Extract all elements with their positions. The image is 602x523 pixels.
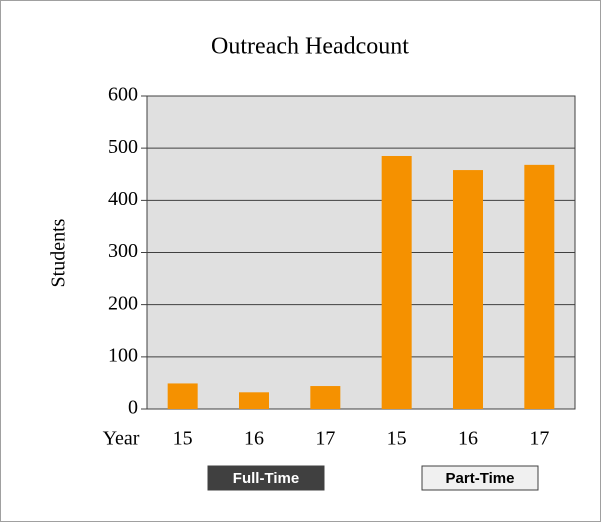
bar xyxy=(381,155,412,409)
bar xyxy=(167,383,198,409)
bar xyxy=(524,164,555,409)
y-axis-label: Students xyxy=(48,218,70,287)
group-label: Part-Time xyxy=(446,470,515,487)
y-tick-label: 0 xyxy=(128,397,138,419)
x-tick-label: 17 xyxy=(315,428,335,450)
y-tick-label: 500 xyxy=(108,136,138,158)
x-tick-label: 15 xyxy=(173,428,193,450)
bar xyxy=(239,392,269,409)
y-tick-label: 600 xyxy=(108,84,138,106)
x-axis-label: Year xyxy=(103,428,140,450)
chart-title: Outreach Headcount xyxy=(211,34,409,60)
group-box xyxy=(421,465,539,491)
group-box xyxy=(207,465,325,491)
y-tick-label: 100 xyxy=(108,344,138,366)
x-tick-label: 17 xyxy=(529,428,549,450)
y-tick-label: 200 xyxy=(108,292,138,314)
x-tick-label: 16 xyxy=(244,428,264,450)
y-tick-label: 400 xyxy=(108,188,138,210)
y-tick-label: 300 xyxy=(108,240,138,262)
bar xyxy=(310,386,341,409)
x-tick-label: 16 xyxy=(458,428,478,450)
group-label: Full-Time xyxy=(233,470,299,487)
x-tick-label: 15 xyxy=(387,428,407,450)
bar xyxy=(453,170,483,409)
